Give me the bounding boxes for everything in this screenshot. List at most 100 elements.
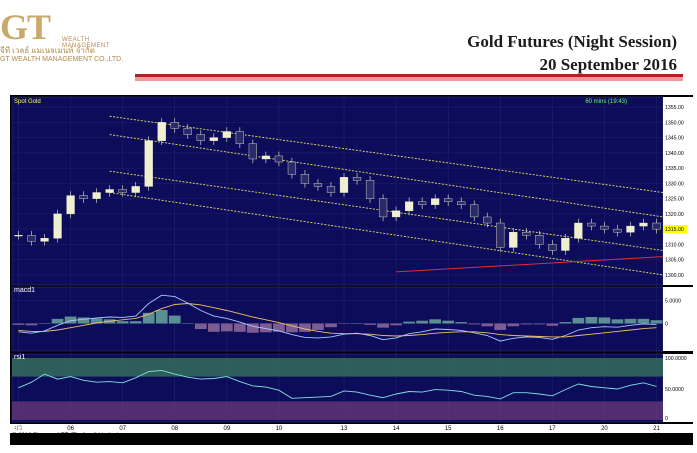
macd-histogram-bar	[260, 323, 272, 333]
logo-company-name: GT WEALTH MANAGEMENT CO.,LTD.	[0, 56, 124, 63]
candle-body	[418, 201, 427, 205]
time-axis-bar	[10, 424, 693, 433]
price-tick-label: 1355.00	[665, 105, 684, 111]
candle-body	[613, 228, 622, 233]
candle-body	[27, 235, 36, 242]
candle-body	[92, 192, 101, 199]
interval-label: 60 mins (19:43)	[585, 99, 627, 105]
candle-body	[405, 201, 414, 212]
macd-histogram-bar	[220, 323, 233, 332]
macd-histogram-bar	[403, 321, 415, 324]
site-text: bisnews.com	[654, 433, 689, 439]
macd-histogram-bar	[25, 323, 38, 326]
macd-histogram-bar	[455, 322, 468, 324]
macd-histogram-bar	[624, 318, 637, 324]
price-tick-label: 1305.00	[665, 258, 684, 264]
candle-body	[378, 198, 388, 218]
candle-body	[105, 189, 114, 193]
macd-histogram-bar	[546, 323, 559, 326]
price-panel-axis	[663, 97, 693, 285]
candle-body	[600, 225, 609, 230]
support-line	[396, 256, 664, 273]
candle-body	[183, 128, 192, 135]
macd-histogram-bar	[585, 316, 598, 324]
macd-histogram-bar	[520, 323, 533, 325]
chart-svg: 1355.00 1350.00 1345.00 1340.00 1335.00 1330.…	[10, 96, 693, 433]
candle-body	[535, 235, 544, 245]
macd-histogram-bar	[90, 318, 103, 324]
candle-body	[522, 231, 531, 236]
candle-body	[14, 235, 23, 237]
macd-histogram-bar	[207, 323, 220, 332]
time-tick-label: 17	[549, 426, 556, 432]
candle-body	[574, 222, 583, 239]
candle-body	[170, 122, 179, 129]
macd-panel-axis	[663, 287, 693, 351]
channel-line	[109, 170, 664, 251]
macd-histogram-bar	[481, 323, 494, 327]
price-tick-label: 1300.00	[665, 273, 684, 279]
time-tick-label: 09	[223, 426, 230, 432]
candle-body	[313, 183, 323, 187]
candle-body	[53, 213, 62, 239]
candle-body	[496, 222, 505, 248]
macd-histogram-bar	[364, 323, 376, 325]
macd-histogram-bar	[286, 323, 298, 333]
rsi-tick-label: 50.0000	[665, 387, 684, 393]
candle-body	[40, 238, 49, 242]
logo-tagline: WEALTH MANAGEMENT	[62, 37, 111, 49]
macd-histogram-bar	[64, 316, 77, 324]
price-tick-label: 1325.00	[665, 197, 684, 203]
macd-histogram-bar	[194, 323, 207, 330]
rsi-panel-label: rsi1	[14, 354, 25, 361]
macd-histogram-bar	[468, 323, 481, 325]
macd-histogram-bar	[442, 320, 455, 324]
macd-histogram-bar	[533, 323, 546, 325]
copyright-text: © 2016 Bisnews AFE (Thailand) Limited	[12, 433, 119, 439]
macd-panel	[11, 286, 664, 352]
candle-body	[79, 195, 88, 199]
candle-body	[587, 222, 596, 227]
macd-histogram-bar	[247, 323, 259, 333]
price-tick-label: 1345.00	[665, 136, 684, 142]
macd-histogram-bar	[116, 321, 129, 324]
candle-body	[144, 140, 153, 187]
candle-body	[235, 131, 244, 144]
macd-histogram-bar	[572, 317, 585, 324]
channel-line	[109, 134, 664, 218]
macd-histogram-bar	[416, 320, 428, 324]
candle-body	[287, 161, 297, 175]
candle-body	[639, 222, 648, 227]
panel-title: Spot Gold	[14, 99, 41, 105]
channel-line	[109, 192, 664, 276]
macd-histogram-bar	[611, 319, 624, 324]
macd-histogram-bar	[429, 319, 442, 324]
candle-body	[548, 244, 557, 251]
macd-histogram-bar	[507, 323, 520, 327]
price-tick-label: 1350.00	[665, 120, 684, 126]
candle-body	[444, 198, 453, 202]
time-tick-label: 13	[341, 426, 348, 432]
macd-histogram-bar	[299, 323, 311, 332]
candle-body	[352, 177, 362, 181]
logo-thai-name: จีที เวลธ์ แมเนจเมนท์ จำกัด	[0, 46, 95, 55]
macd-histogram-bar	[273, 323, 285, 332]
first-month-label: Sep	[13, 425, 26, 432]
report-date: 20 September 2016	[539, 55, 677, 74]
time-tick-label: 20	[601, 426, 608, 432]
time-tick-label: 06	[67, 426, 74, 432]
candle-body	[457, 201, 466, 205]
candle-body	[391, 210, 401, 218]
macd-histogram-bar	[51, 318, 64, 324]
macd-histogram-bar	[494, 323, 507, 330]
candle-body	[626, 225, 635, 233]
candle-body	[118, 189, 127, 193]
macd-tick-label: 5.0000	[665, 298, 681, 304]
signal-line	[18, 303, 657, 338]
macd-histogram-bar	[233, 323, 246, 332]
candle-body	[483, 216, 492, 224]
price-tick-label: 1310.00	[665, 242, 684, 248]
macd-histogram-bar	[390, 323, 402, 326]
last-price-tag	[663, 225, 687, 234]
macd-histogram-bar	[377, 323, 389, 328]
